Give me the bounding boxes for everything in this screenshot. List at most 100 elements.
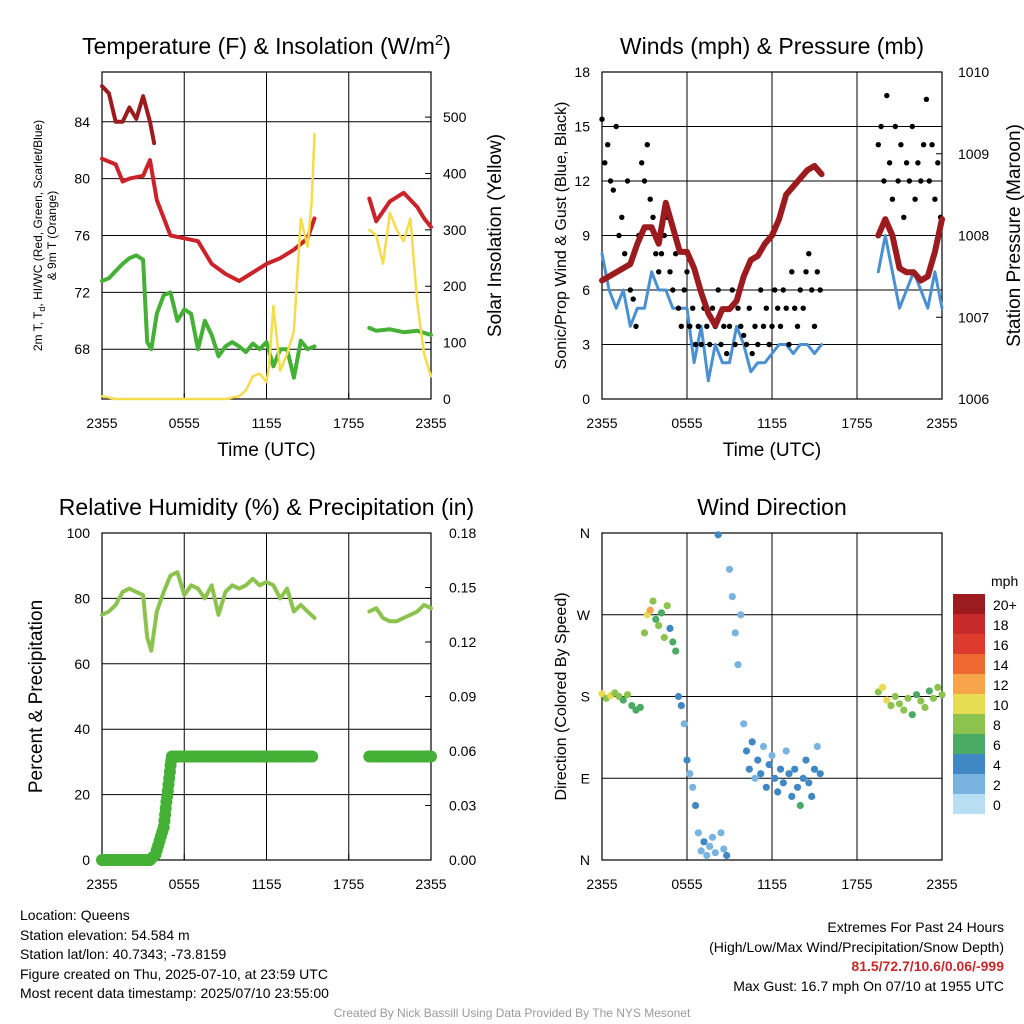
direction-point: [703, 851, 711, 860]
precip-point: [425, 750, 437, 763]
direction-point: [628, 702, 636, 710]
direction-point: [646, 606, 654, 614]
colorbar-swatch: [953, 594, 985, 614]
colorbar-swatch: [953, 674, 985, 694]
colorbar-label: 18: [993, 617, 1009, 633]
direction-point: [762, 783, 770, 791]
gust-point: [690, 305, 696, 311]
temperature-panel: 2355 0555 1155 1755 2355 Temperature (F) & In…: [31, 32, 506, 461]
y-axis-label: Direction (Colored By Speed): [553, 592, 570, 800]
direction-point: [805, 779, 813, 787]
gust-point: [656, 269, 662, 275]
gust-point: [681, 287, 687, 293]
gust-point: [923, 96, 930, 103]
y-axis-label: Percent & Precipitation: [26, 600, 47, 793]
gust-point: [624, 178, 631, 184]
gust-point: [678, 323, 684, 329]
extremes-subtitle: (High/Low/Max Wind/Precipitation/Snow De…: [709, 938, 1004, 955]
x-tick-label: 2355: [586, 415, 617, 431]
x-tick-label: 0555: [169, 876, 200, 892]
gust-point: [758, 287, 764, 293]
y-right-tick-label: 0.06: [449, 743, 476, 759]
direction-point: [751, 774, 759, 782]
gust-point: [906, 178, 913, 184]
gust-point: [667, 269, 673, 275]
y-right-tick-label: 0.18: [449, 525, 476, 541]
gust-point: [707, 341, 713, 348]
direction-point: [754, 756, 762, 764]
wind-direction-panel: 2355 0555 1155 1755 2355 Wind Direction N E S W N D…: [553, 494, 1018, 892]
y-tick-label: 40: [74, 721, 90, 737]
direction-point: [734, 661, 742, 669]
gust-point: [886, 160, 893, 166]
gust-point: [610, 187, 616, 193]
gust-point: [605, 142, 611, 148]
gust-point: [909, 123, 915, 130]
humidity-panel: 2355 0555 1155 1755 2355 Relative Humidity (%…: [26, 494, 476, 892]
direction-point: [725, 565, 734, 573]
y-axis-label: 2m T, Td, HI/WC (Red, Green, Scarlet/Blu…: [31, 120, 47, 351]
direction-point: [686, 770, 694, 778]
gust-point: [616, 232, 622, 239]
gust-point: [792, 305, 798, 311]
direction-point: [759, 742, 768, 751]
gust-point: [775, 305, 781, 311]
gust-point: [650, 214, 656, 220]
colorbar-swatch: [953, 794, 985, 814]
y-right-tick-label: 100: [443, 335, 467, 351]
direction-point: [680, 720, 688, 728]
gust-point: [639, 160, 645, 166]
y-right-tick-label: 0: [443, 391, 451, 407]
gust-point: [599, 116, 605, 122]
gust-point: [647, 196, 653, 202]
x-tick-label: 1755: [841, 415, 872, 431]
direction-point: [669, 638, 677, 646]
gust-point: [630, 296, 636, 302]
direction-point: [917, 697, 925, 705]
colorbar-label: 4: [993, 757, 1001, 773]
direction-point: [912, 691, 921, 699]
direction-point: [816, 770, 824, 778]
series-line-td: [367, 325, 433, 337]
direction-point: [887, 702, 895, 710]
direction-point: [720, 845, 728, 853]
direction-point: [655, 622, 663, 630]
created-text: Figure created on Thu, 2025-07-10, at 23…: [20, 965, 328, 982]
y-tick-label: 18: [574, 64, 590, 80]
direction-point: [904, 694, 912, 702]
direction-point: [652, 615, 660, 623]
y-right-tick-label: 0.12: [449, 634, 476, 650]
gust-point: [797, 287, 803, 293]
colorbar-label: 20+: [993, 597, 1017, 613]
gust-point: [884, 92, 890, 99]
gust-point: [766, 341, 772, 348]
y-right-tick-label: 0.00: [449, 852, 476, 868]
colorbar-label: 10: [993, 697, 1009, 713]
direction-point: [938, 691, 946, 699]
y-tick-label: 80: [74, 590, 90, 606]
direction-point: [623, 691, 632, 699]
gust-point: [715, 287, 721, 293]
gust-point: [926, 178, 932, 184]
direction-point: [874, 688, 882, 696]
direction-point: [636, 703, 644, 712]
direction-point: [717, 829, 725, 837]
colorbar-swatch: [953, 714, 985, 734]
y-right-tick-label: 1008: [958, 228, 989, 244]
gust-point: [658, 251, 665, 257]
direction-point: [808, 792, 816, 801]
direction-point: [776, 765, 785, 773]
x-tick-label: 1155: [757, 876, 787, 892]
y-right-tick-label: 200: [443, 278, 467, 294]
gust-point: [929, 142, 935, 148]
direction-point: [706, 842, 714, 851]
gust-point: [704, 323, 710, 329]
direction-point: [723, 851, 731, 860]
direction-point: [799, 774, 807, 782]
gust-point: [695, 323, 701, 329]
y-axis-label-line2: & 9m T (Orange): [45, 191, 59, 281]
direction-point: [785, 770, 793, 778]
y-tick-label: 72: [74, 284, 90, 300]
direction-point: [640, 629, 649, 637]
direction-point: [694, 829, 702, 837]
